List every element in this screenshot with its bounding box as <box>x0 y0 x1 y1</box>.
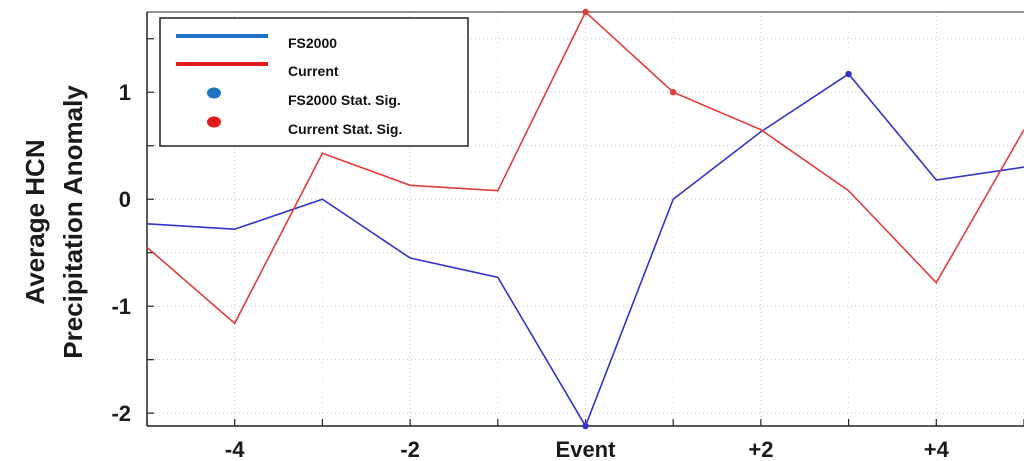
significance-point-fs2000 <box>582 422 589 430</box>
legend-swatch-dot <box>207 87 221 99</box>
significance-point-current <box>582 8 589 16</box>
x-tick-labels: -4 -2 Event +2 +4 <box>225 437 950 461</box>
legend-label: FS2000 Stat. Sig. <box>288 92 401 108</box>
y-tick-label: -1 <box>111 294 131 319</box>
x-tick-label: -2 <box>400 437 420 461</box>
y-tick-label: -2 <box>111 401 131 426</box>
y-axis-title: Average HCN Precipitation Anomaly <box>20 85 88 359</box>
x-tick-label: +4 <box>924 437 950 461</box>
x-tick-label: +2 <box>748 437 773 461</box>
y-tick-label: 1 <box>119 80 131 105</box>
legend-label: Current <box>288 63 339 79</box>
y-tick-labels: 1 0 -1 -2 <box>111 80 131 426</box>
y-axis-title-line: Precipitation Anomaly <box>58 85 88 359</box>
significance-point-current <box>670 89 677 96</box>
legend-swatch-dot <box>207 116 221 128</box>
significance-point-fs2000 <box>845 70 852 78</box>
legend: FS2000 Current FS2000 Stat. Sig. Current St… <box>159 17 469 147</box>
series-layer <box>146 8 1024 430</box>
y-tick-label: 0 <box>119 187 131 212</box>
x-tick-label: Event <box>556 437 617 461</box>
y-axis-title-line: Average HCN <box>20 139 50 304</box>
legend-label: FS2000 <box>288 35 337 51</box>
x-tick-label: -4 <box>225 437 245 461</box>
legend-label: Current Stat. Sig. <box>288 121 402 137</box>
